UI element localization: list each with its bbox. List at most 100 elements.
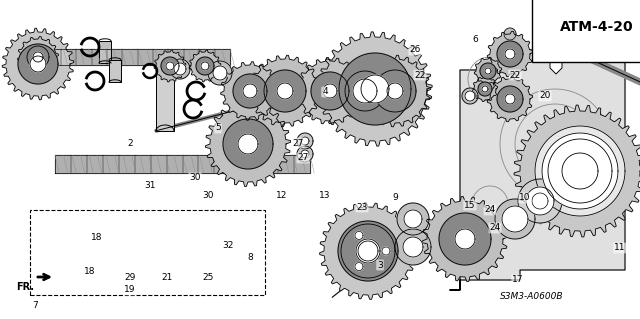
- Text: 27: 27: [298, 153, 308, 162]
- Polygon shape: [17, 37, 58, 78]
- Text: S3M3-A0600B: S3M3-A0600B: [500, 292, 563, 301]
- Polygon shape: [355, 263, 363, 271]
- Text: 18: 18: [84, 268, 96, 277]
- Polygon shape: [196, 57, 214, 75]
- Polygon shape: [485, 68, 491, 74]
- Polygon shape: [311, 72, 349, 110]
- Polygon shape: [170, 59, 190, 79]
- Text: 29: 29: [124, 273, 136, 283]
- Polygon shape: [472, 77, 497, 101]
- Polygon shape: [482, 86, 488, 92]
- Text: 32: 32: [222, 241, 234, 249]
- Text: 9: 9: [392, 194, 398, 203]
- Polygon shape: [221, 62, 279, 120]
- Polygon shape: [514, 105, 640, 237]
- Text: 31: 31: [144, 182, 156, 190]
- Polygon shape: [361, 75, 389, 103]
- Text: 17: 17: [512, 276, 524, 285]
- Polygon shape: [223, 119, 273, 169]
- Text: 24: 24: [490, 224, 500, 233]
- Text: 23: 23: [356, 203, 368, 211]
- Polygon shape: [339, 53, 411, 125]
- Polygon shape: [318, 32, 432, 146]
- Polygon shape: [374, 70, 416, 112]
- Text: 3: 3: [377, 261, 383, 270]
- Polygon shape: [27, 46, 49, 68]
- Bar: [30, 210, 265, 295]
- Text: FR.: FR.: [16, 282, 34, 292]
- Polygon shape: [319, 203, 417, 299]
- Polygon shape: [505, 94, 515, 104]
- Bar: [156, 71, 174, 131]
- Polygon shape: [502, 206, 528, 232]
- Polygon shape: [358, 241, 378, 261]
- Polygon shape: [505, 49, 515, 59]
- Polygon shape: [301, 137, 309, 145]
- Polygon shape: [297, 146, 313, 162]
- Text: 18: 18: [92, 234, 103, 242]
- Text: ATM-4-20: ATM-4-20: [560, 20, 634, 34]
- Polygon shape: [403, 237, 423, 257]
- Polygon shape: [154, 50, 186, 82]
- Polygon shape: [355, 231, 363, 240]
- Polygon shape: [497, 41, 523, 67]
- Polygon shape: [264, 70, 306, 112]
- Polygon shape: [480, 63, 496, 79]
- Polygon shape: [535, 126, 625, 216]
- Text: 8: 8: [247, 254, 253, 263]
- Text: 15: 15: [464, 201, 476, 210]
- Polygon shape: [356, 239, 380, 263]
- Text: 22: 22: [414, 70, 426, 79]
- Polygon shape: [532, 193, 548, 209]
- Polygon shape: [201, 62, 209, 70]
- Polygon shape: [548, 139, 612, 203]
- Polygon shape: [55, 155, 310, 173]
- Polygon shape: [33, 52, 43, 62]
- Polygon shape: [562, 153, 598, 189]
- Polygon shape: [243, 84, 257, 98]
- Text: 12: 12: [276, 191, 288, 201]
- Polygon shape: [397, 203, 429, 235]
- Text: 2: 2: [127, 138, 133, 147]
- Polygon shape: [301, 150, 309, 158]
- Polygon shape: [395, 229, 431, 265]
- Text: 22: 22: [509, 70, 520, 79]
- Polygon shape: [249, 55, 321, 127]
- Text: 10: 10: [519, 194, 531, 203]
- Polygon shape: [18, 44, 58, 84]
- Text: 4: 4: [322, 87, 328, 97]
- Text: 21: 21: [161, 273, 173, 283]
- Polygon shape: [297, 133, 313, 149]
- Polygon shape: [189, 50, 221, 82]
- Polygon shape: [341, 224, 395, 278]
- Text: 13: 13: [319, 191, 331, 201]
- Polygon shape: [382, 247, 390, 255]
- Polygon shape: [474, 57, 502, 85]
- Text: 11: 11: [614, 243, 626, 253]
- Polygon shape: [338, 221, 398, 281]
- Text: 30: 30: [202, 191, 214, 201]
- Polygon shape: [526, 187, 554, 215]
- Text: 25: 25: [202, 273, 214, 283]
- Polygon shape: [208, 61, 232, 85]
- Polygon shape: [550, 52, 562, 74]
- Polygon shape: [359, 55, 431, 127]
- Polygon shape: [353, 79, 377, 103]
- Polygon shape: [439, 213, 491, 265]
- Polygon shape: [487, 31, 532, 77]
- Polygon shape: [455, 229, 475, 249]
- Polygon shape: [495, 199, 535, 239]
- Text: 27: 27: [292, 138, 304, 147]
- Text: 24: 24: [484, 205, 495, 214]
- Polygon shape: [345, 71, 385, 111]
- Polygon shape: [213, 66, 227, 80]
- Polygon shape: [166, 62, 174, 70]
- Polygon shape: [238, 134, 258, 154]
- Polygon shape: [422, 197, 508, 282]
- Polygon shape: [161, 57, 179, 75]
- Polygon shape: [296, 57, 364, 124]
- Text: 7: 7: [32, 300, 38, 309]
- Text: 20: 20: [540, 92, 550, 100]
- Polygon shape: [277, 83, 293, 99]
- Polygon shape: [404, 210, 422, 228]
